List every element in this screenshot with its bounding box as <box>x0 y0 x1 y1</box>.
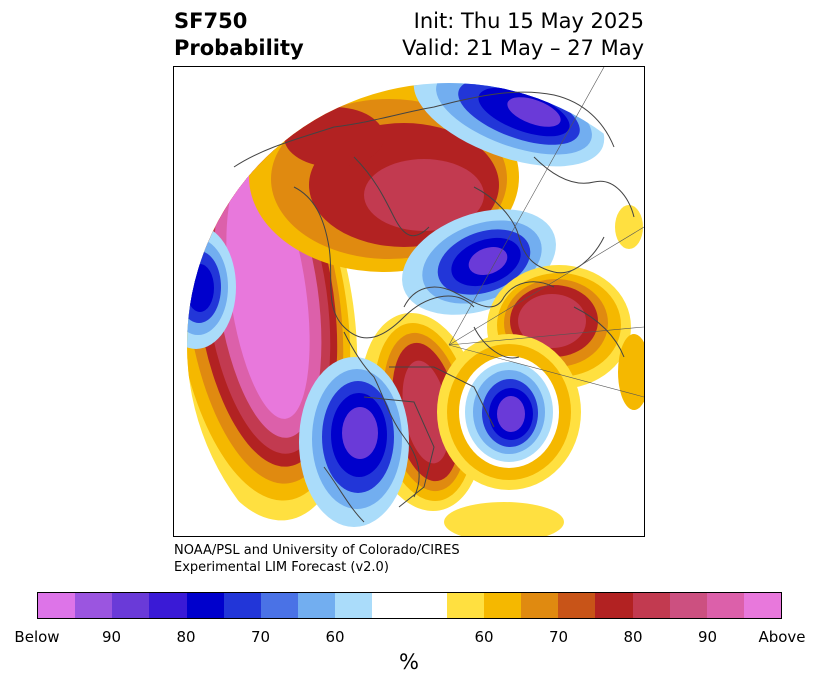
credit-line-2: Experimental LIM Forecast (v2.0) <box>174 560 389 575</box>
colorbar-swatch-16 <box>632 593 670 618</box>
colorbar-swatch-9 <box>372 593 410 618</box>
colorbar-swatch-8 <box>335 593 373 618</box>
anomaly-below-atlantic <box>437 334 581 490</box>
colorbar-swatch-17 <box>669 593 707 618</box>
colorbar-swatch-3 <box>149 593 187 618</box>
init-date: Init: Thu 15 May 2025 <box>413 9 644 33</box>
colorbar-swatch-5 <box>223 593 261 618</box>
probability-field <box>187 83 644 536</box>
map-title: SF750 Probability <box>174 8 304 62</box>
colorbar-tick-label: 80 <box>176 628 196 646</box>
colorbar-tick-label: Below <box>14 628 60 646</box>
colorbar-swatch-14 <box>558 593 596 618</box>
colorbar-tick-label: 60 <box>325 628 345 646</box>
title-type: Probability <box>174 36 304 60</box>
anomaly-above-east <box>444 205 644 536</box>
anomaly-below-west-america <box>299 357 409 527</box>
colorbar-swatch-7 <box>298 593 336 618</box>
colorbar-swatch-13 <box>521 593 559 618</box>
colorbar-swatch-15 <box>595 593 633 618</box>
colorbar-tick-label: 70 <box>250 628 271 646</box>
meridians <box>448 67 644 398</box>
anomaly-below-arctic <box>402 209 556 315</box>
colorbar-swatch-0 <box>38 593 76 618</box>
colorbar-swatch-1 <box>75 593 113 618</box>
colorbar <box>37 592 782 619</box>
colorbar-swatch-18 <box>706 593 744 618</box>
colorbar-tick-label: 60 <box>474 628 494 646</box>
forecast-dates: Init: Thu 15 May 2025 Valid: 21 May – 27… <box>402 8 644 62</box>
colorbar-swatch-6 <box>260 593 299 618</box>
colorbar-swatch-12 <box>483 593 522 618</box>
anomaly-below-west <box>187 225 236 349</box>
polar-map-svg <box>187 67 644 536</box>
colorbar-tick-label: 70 <box>548 628 569 646</box>
colorbar-swatch-2 <box>112 593 150 618</box>
credit-text: NOAA/PSL and University of Colorado/CIRE… <box>174 542 460 576</box>
colorbar-tick-label: 80 <box>623 628 643 646</box>
colorbar-tick-label: 90 <box>697 628 718 646</box>
forecast-map <box>173 66 645 537</box>
colorbar-tick-label: 90 <box>101 628 122 646</box>
colorbar-swatch-11 <box>446 593 484 618</box>
colorbar-swatch-4 <box>186 593 224 618</box>
colorbar-unit: % <box>399 650 419 674</box>
colorbar-tick-label: Above <box>758 628 806 646</box>
colorbar-swatch-10 <box>409 593 447 618</box>
colorbar-swatch-19 <box>743 593 782 618</box>
credit-line-1: NOAA/PSL and University of Colorado/CIRE… <box>174 543 460 558</box>
coastlines <box>233 91 635 523</box>
title-variable: SF750 <box>174 9 248 33</box>
valid-range: Valid: 21 May – 27 May <box>402 36 644 60</box>
